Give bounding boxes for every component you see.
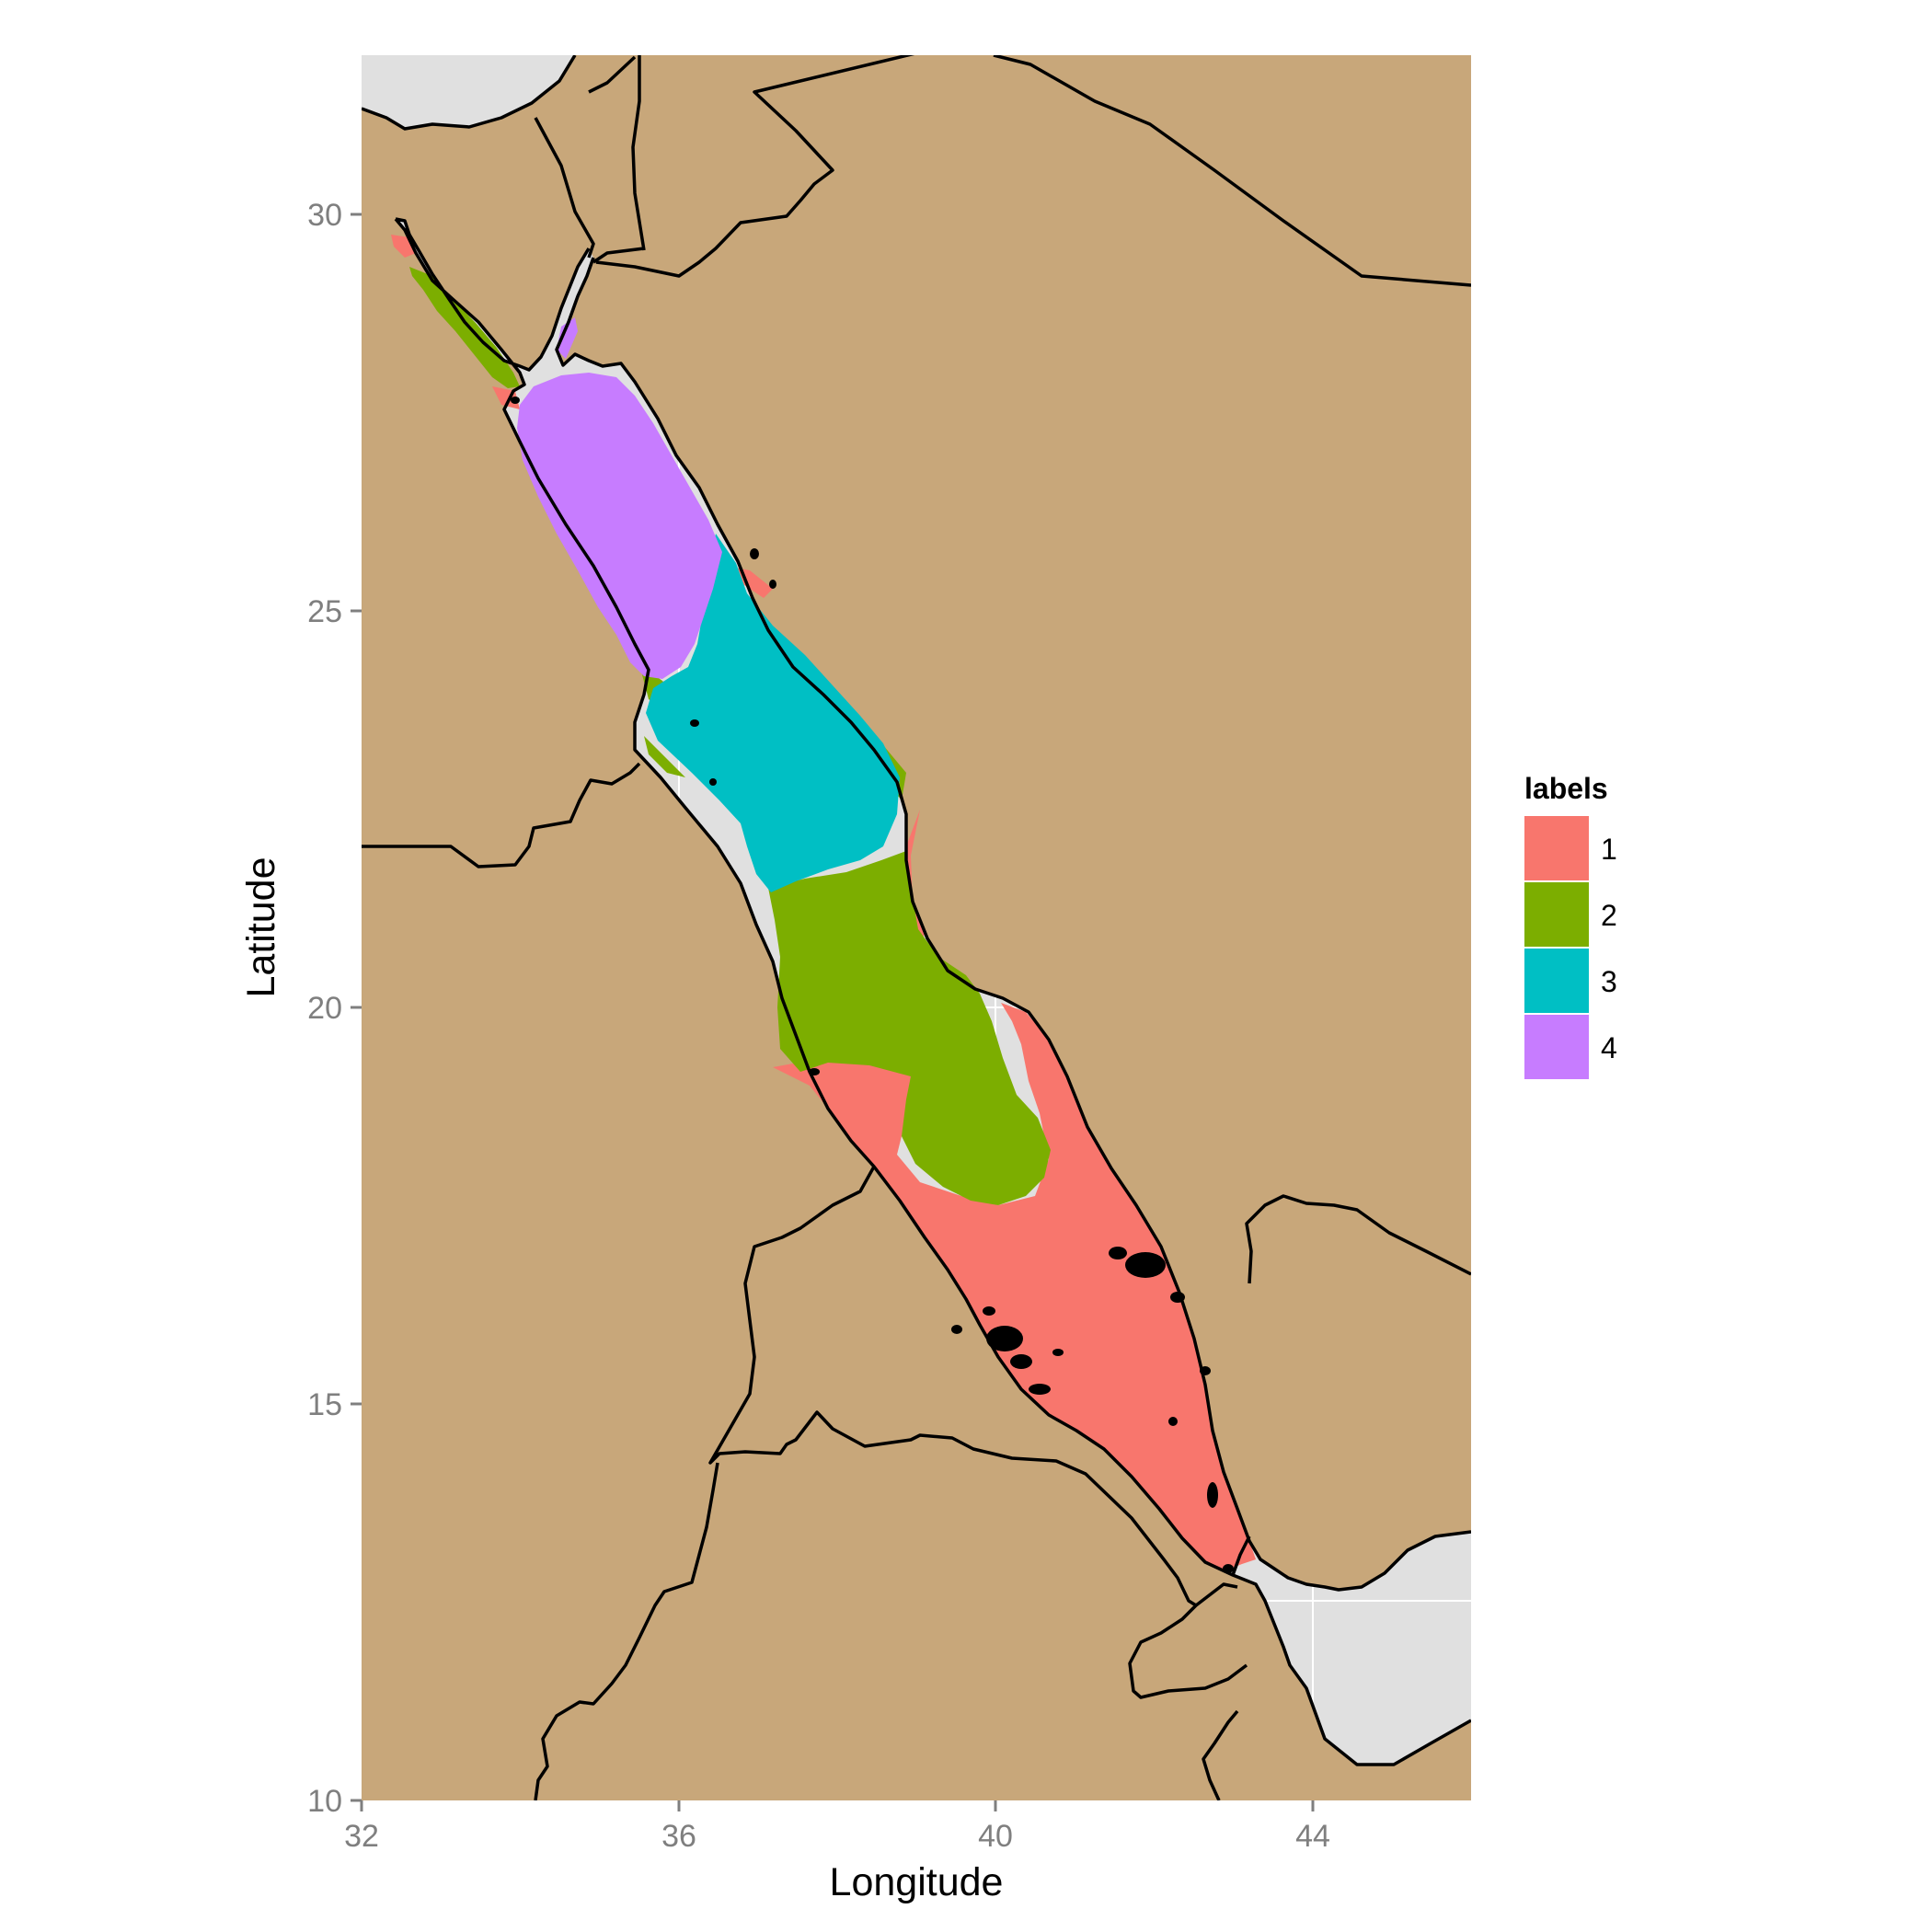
y-tick-label: 30: [307, 198, 342, 233]
cluster-region-3: [646, 534, 900, 892]
country-borders: [362, 55, 1471, 1800]
y-axis-title: Latitude: [239, 857, 283, 997]
land-mass: [362, 55, 1471, 1800]
x-tick-label: 40: [978, 1819, 1013, 1854]
axis-ticks: [351, 213, 1315, 1811]
legend-swatch-2: [1523, 880, 1591, 949]
cluster-region-2: [409, 267, 1051, 1205]
y-tick-label: 15: [307, 1387, 342, 1422]
legend-swatch-1: [1523, 814, 1591, 882]
cluster-region-4: [517, 317, 722, 679]
legend-label: 4: [1601, 1031, 1617, 1064]
legend-swatch-3: [1523, 947, 1591, 1015]
legend-label: 2: [1601, 899, 1617, 932]
coastline-mediterranean: [362, 55, 577, 131]
cluster-region-1: [391, 235, 1256, 1571]
legend-label: 3: [1601, 965, 1617, 998]
y-tick-label: 25: [307, 594, 342, 629]
x-axis-title: Longitude: [830, 1860, 1004, 1904]
x-tick-label: 36: [661, 1819, 696, 1854]
y-tick-label: 20: [307, 991, 342, 1026]
y-tick-label: 10: [307, 1784, 342, 1819]
x-tick-label: 32: [344, 1819, 379, 1854]
x-tick-label: 44: [1295, 1819, 1330, 1854]
legend-title: labels: [1524, 772, 1608, 805]
legend-label: 1: [1601, 833, 1617, 866]
legend-swatch-4: [1523, 1013, 1591, 1081]
legend: labels 1 2 3 4: [1523, 772, 1617, 1081]
cluster-regions: [391, 235, 1256, 1571]
islands: [511, 397, 1234, 1573]
